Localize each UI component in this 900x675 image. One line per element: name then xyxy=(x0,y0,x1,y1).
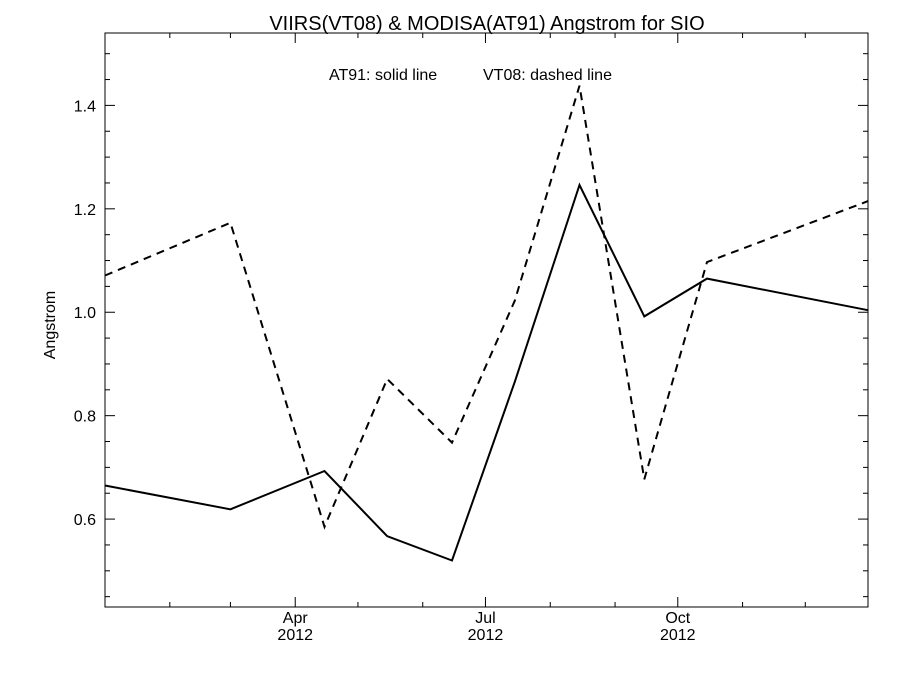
legend-text-at91: AT91: solid line xyxy=(329,67,437,84)
plot-frame xyxy=(104,32,869,608)
series-line-at91 xyxy=(104,182,869,562)
legend-text-vt08: VT08: dashed line xyxy=(483,67,612,84)
y-tick-label: 1.0 xyxy=(74,305,96,322)
x-tick-month-label: Oct xyxy=(665,610,690,627)
data-point-vt08 xyxy=(228,221,232,225)
y-tick-label: 1.4 xyxy=(74,98,96,115)
x-tick-month-label: Apr xyxy=(283,610,309,627)
y-tick-label: 1.2 xyxy=(74,202,96,219)
series-line-vt08 xyxy=(104,85,869,530)
x-tick-year-label: 2012 xyxy=(468,627,504,644)
y-tick-label: 0.8 xyxy=(74,409,96,426)
series-layer xyxy=(104,85,869,562)
y-tick-label: 0.6 xyxy=(74,512,96,529)
chart-title: VIIRS(VT08) & MODISA(AT91) Angstrom for … xyxy=(269,13,704,35)
y-axis-label: Angstrom xyxy=(42,291,59,359)
x-tick-year-label: 2012 xyxy=(277,627,313,644)
x-tick-month-label: Jul xyxy=(475,610,495,627)
x-tick-year-label: 2012 xyxy=(660,627,696,644)
